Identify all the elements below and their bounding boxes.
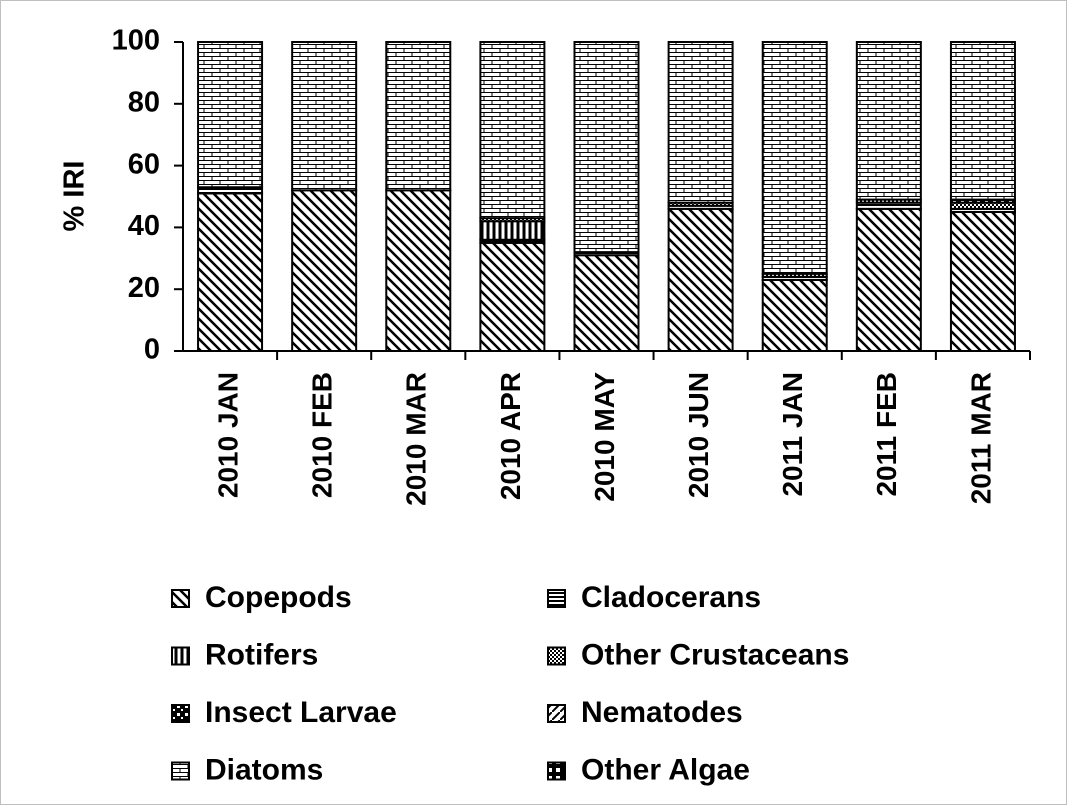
bar-segment <box>573 41 640 254</box>
bar-segment <box>385 189 452 352</box>
x-tick-label: 2010 APR <box>495 372 526 500</box>
y-tick-label: 0 <box>144 334 160 366</box>
bar-segment <box>197 192 264 352</box>
legend-label: Rotifers <box>205 638 318 671</box>
legend-swatch <box>547 761 566 781</box>
legend-swatch <box>171 589 190 608</box>
legend-label: Copepods <box>205 581 352 614</box>
legend-swatch <box>171 646 190 666</box>
x-tick-label: 2010 JUN <box>683 372 714 498</box>
bar-segment <box>761 41 828 275</box>
bar-segment <box>479 41 546 220</box>
legend-label: Nematodes <box>581 696 743 729</box>
bar-segment <box>855 41 922 201</box>
bar-segment <box>479 241 546 353</box>
x-tick-label: 2010 MAR <box>401 372 432 506</box>
legend-label: Insect Larvae <box>205 696 397 729</box>
legend-swatch <box>171 761 190 781</box>
x-tick-label: 2010 MAY <box>589 372 620 502</box>
legend-label: Diatoms <box>205 753 323 786</box>
bar-segment <box>667 207 734 352</box>
y-tick-label: 80 <box>128 86 160 118</box>
x-tick-label: 2011 FEB <box>871 372 902 497</box>
legend-swatch <box>547 646 566 666</box>
bar-segment <box>855 207 922 352</box>
bar-segment <box>761 278 828 352</box>
x-tick-label: 2011 JAN <box>777 372 808 497</box>
bar-segment <box>949 41 1016 201</box>
legend-label: Cladocerans <box>581 581 761 614</box>
x-tick-label: 2011 MAR <box>965 372 996 504</box>
legend-label: Other Algae <box>581 753 750 786</box>
legend-swatch <box>547 704 566 723</box>
legend-label: Other Crustaceans <box>581 638 849 671</box>
bar-segment <box>385 41 452 192</box>
x-tick-label: 2010 JAN <box>212 372 243 498</box>
bar-segment <box>291 41 358 192</box>
legend-swatch <box>547 589 566 608</box>
bar-segment <box>573 254 640 353</box>
x-tick-label: 2010 FEB <box>307 372 338 498</box>
bar-segment <box>949 210 1016 352</box>
y-tick-label: 40 <box>128 210 160 242</box>
legend-swatch <box>171 704 190 723</box>
bar-segment <box>667 41 734 204</box>
y-axis-label: % IRI <box>59 161 91 232</box>
y-tick-label: 60 <box>128 148 160 180</box>
y-tick-label: 20 <box>128 272 160 304</box>
bar-segment <box>479 220 546 241</box>
bar-segment <box>197 41 264 189</box>
bar-segment <box>291 189 358 352</box>
y-tick-label: 100 <box>112 25 160 57</box>
